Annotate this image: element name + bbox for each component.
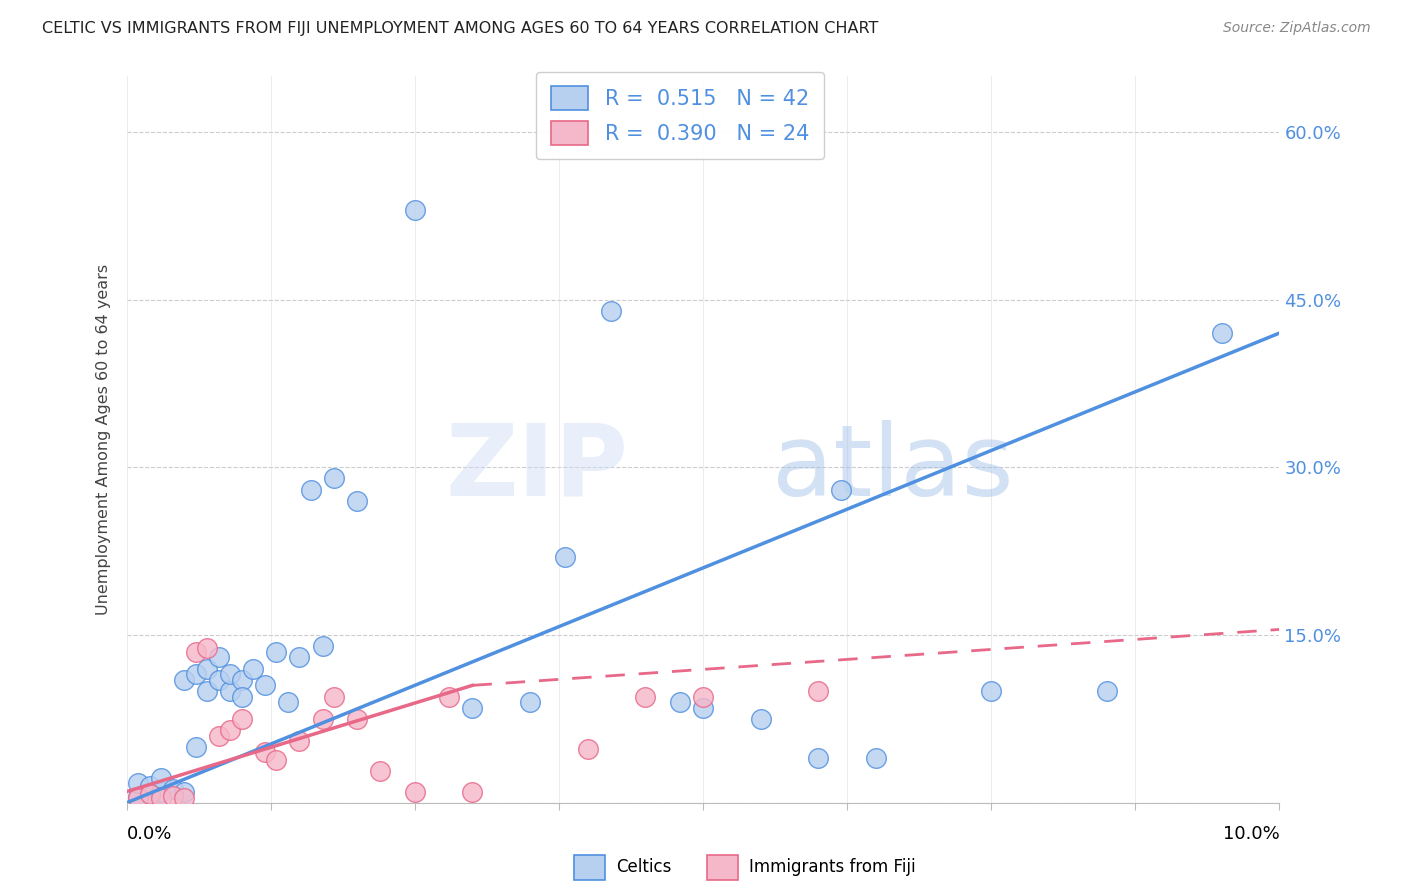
Point [266, 645, 288, 659]
Point [346, 493, 368, 508]
Point [208, 729, 231, 743]
Text: 0.0%: 0.0% [127, 825, 172, 843]
Point [368, 764, 391, 779]
Point [195, 641, 218, 656]
Point [461, 784, 484, 798]
Point [669, 695, 692, 709]
Point [208, 673, 231, 687]
Point [127, 775, 149, 789]
Point [231, 690, 253, 704]
Point [219, 667, 242, 681]
Point [184, 667, 207, 681]
Point [266, 753, 288, 767]
Point [138, 779, 160, 793]
Point [219, 684, 242, 698]
Point [1095, 684, 1118, 698]
Point [576, 742, 599, 756]
Point [150, 791, 173, 805]
Text: Immigrants from Fiji: Immigrants from Fiji [749, 858, 917, 876]
Point [173, 673, 195, 687]
Point [173, 784, 195, 798]
Point [299, 483, 322, 497]
Point [242, 662, 264, 676]
Text: Celtics: Celtics [616, 858, 671, 876]
Point [1211, 326, 1233, 340]
Point [439, 690, 461, 704]
Point [288, 734, 311, 748]
Point [162, 782, 184, 797]
Point [127, 791, 149, 805]
Point [311, 639, 333, 653]
Text: 10.0%: 10.0% [1223, 825, 1279, 843]
Point [461, 700, 484, 714]
Text: Source: ZipAtlas.com: Source: ZipAtlas.com [1223, 21, 1371, 35]
Point [692, 690, 714, 704]
Text: CELTIC VS IMMIGRANTS FROM FIJI UNEMPLOYMENT AMONG AGES 60 TO 64 YEARS CORRELATIO: CELTIC VS IMMIGRANTS FROM FIJI UNEMPLOYM… [42, 21, 879, 36]
Point [634, 690, 657, 704]
Point [807, 684, 830, 698]
Point [219, 723, 242, 737]
Point [807, 751, 830, 765]
Point [346, 712, 368, 726]
Point [277, 695, 299, 709]
Point [519, 695, 541, 709]
Point [599, 303, 621, 318]
Text: ZIP: ZIP [446, 420, 628, 516]
Point [138, 787, 160, 801]
Point [231, 673, 253, 687]
Legend: R =  0.515   N = 42, R =  0.390   N = 24: R = 0.515 N = 42, R = 0.390 N = 24 [536, 71, 824, 160]
Point [253, 678, 276, 692]
Point [138, 787, 160, 801]
Point [749, 712, 772, 726]
Point [127, 790, 149, 805]
Point [311, 712, 333, 726]
Point [231, 712, 253, 726]
Point [184, 739, 207, 754]
Point [150, 784, 173, 798]
Point [150, 771, 173, 785]
Point [323, 471, 346, 485]
Point [980, 684, 1002, 698]
Y-axis label: Unemployment Among Ages 60 to 64 years: Unemployment Among Ages 60 to 64 years [96, 264, 111, 615]
Point [195, 684, 218, 698]
Point [404, 784, 426, 798]
Point [173, 791, 195, 805]
Point [184, 645, 207, 659]
Point [162, 789, 184, 803]
Point [208, 650, 231, 665]
Point [288, 650, 311, 665]
Point [195, 662, 218, 676]
Text: atlas: atlas [772, 420, 1014, 516]
Point [830, 483, 852, 497]
Point [404, 202, 426, 217]
Point [865, 751, 887, 765]
Point [253, 746, 276, 760]
Point [323, 690, 346, 704]
Point [692, 700, 714, 714]
Point [554, 549, 576, 564]
